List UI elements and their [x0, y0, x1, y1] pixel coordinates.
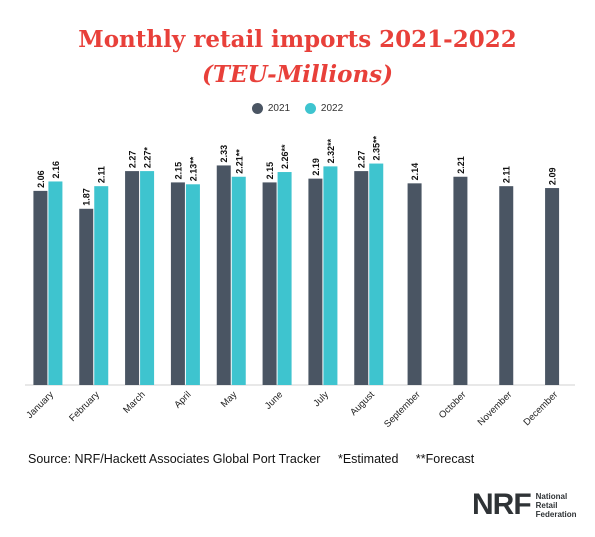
bar-2021-february — [79, 208, 94, 385]
bar-2021-may — [216, 165, 231, 385]
bar-2022-march — [140, 171, 155, 385]
data-label-2021-december: 2.09 — [548, 168, 558, 186]
logo-mark: NRF — [472, 488, 532, 521]
bar-2021-november — [499, 186, 514, 385]
source-note: Source: NRF/Hackett Associates Global Po… — [28, 452, 488, 466]
data-label-2021-september: 2.14 — [410, 163, 420, 181]
bar-2021-june — [262, 182, 277, 385]
bar-2021-march — [125, 171, 140, 385]
bar-chart: 2.06 2.16 January 1.87 2.11 February 2.27 2.27*… — [24, 136, 575, 430]
bar-2021-july — [308, 178, 323, 385]
legend-swatch-2021 — [251, 103, 263, 114]
data-label-2021-may: 2.33 — [219, 145, 229, 163]
data-label-2021-july: 2.19 — [311, 158, 321, 176]
data-label-2022-january: 2.16 — [51, 161, 61, 179]
x-tick-label-january: January — [24, 389, 56, 421]
bar-2022-january — [48, 181, 63, 385]
x-tick-label-august: August — [348, 389, 377, 418]
data-label-2022-february: 2.11 — [97, 166, 107, 183]
bar-2022-august — [369, 163, 384, 385]
source-text: Source: NRF/Hackett Associates Global Po… — [28, 452, 321, 466]
x-tick-label-june: June — [263, 389, 285, 411]
estimated-note: *Estimated — [337, 452, 399, 466]
logo-line-3: Federation — [535, 509, 577, 519]
forecast-note: **Forecast — [415, 452, 475, 466]
bar-2021-october — [453, 176, 468, 385]
data-label-2022-june: 2.26** — [280, 144, 290, 169]
data-label-2021-june: 2.15 — [265, 162, 275, 180]
logo-line-1: National — [535, 491, 568, 501]
data-label-2021-august: 2.27 — [357, 151, 367, 169]
data-label-2021-january: 2.06 — [36, 170, 46, 188]
logo-text: National Retail Federation — [536, 492, 577, 519]
x-tick-label-october: October — [437, 389, 469, 421]
bar-2021-september — [407, 183, 422, 385]
bar-2022-june — [277, 172, 292, 385]
bar-2022-may — [231, 176, 246, 385]
data-label-2021-april: 2.15 — [173, 162, 183, 180]
chart-subtitle: (TEU-Millions) — [201, 61, 394, 88]
legend-item-2022: 2022 — [304, 103, 344, 114]
data-label-2021-march: 2.27 — [128, 151, 138, 169]
x-tick-label-april: April — [172, 389, 193, 410]
bar-2022-july — [323, 166, 338, 385]
legend-swatch-2022 — [304, 103, 316, 114]
x-tick-label-may: May — [219, 389, 240, 410]
data-label-2021-october: 2.21 — [456, 156, 466, 174]
data-label-2021-february: 1.87 — [82, 188, 92, 206]
data-label-2022-august: 2.35** — [372, 136, 382, 161]
x-tick-label-july: July — [311, 389, 331, 409]
data-label-2022-april: 2.13** — [188, 156, 198, 181]
x-tick-label-november: November — [476, 389, 515, 428]
legend-label-2022: 2022 — [320, 103, 344, 114]
chart-title: Monthly retail imports 2021-2022 — [78, 26, 517, 53]
nrf-logo: NRF National Retail Federation — [472, 490, 577, 520]
x-tick-label-december: December — [521, 389, 560, 428]
data-label-2022-july: 2.32** — [326, 138, 336, 163]
bar-2022-april — [185, 184, 200, 385]
legend-label-2021: 2021 — [267, 103, 291, 114]
bar-2021-january — [33, 190, 48, 385]
x-tick-label-september: September — [382, 389, 423, 430]
x-tick-label-march: March — [121, 389, 147, 415]
x-tick-label-february: February — [67, 389, 102, 424]
bar-2021-august — [354, 171, 369, 385]
logo-line-2: Retail — [535, 500, 558, 510]
bar-2021-december — [545, 188, 560, 385]
data-label-2022-march: 2.27* — [143, 147, 153, 169]
bar-2022-february — [94, 186, 109, 385]
data-label-2022-may: 2.21** — [234, 149, 244, 174]
bar-2021-april — [170, 182, 185, 385]
data-label-2021-november: 2.11 — [502, 166, 512, 183]
legend: 2021 2022 — [0, 103, 595, 117]
legend-item-2021: 2021 — [251, 103, 291, 114]
